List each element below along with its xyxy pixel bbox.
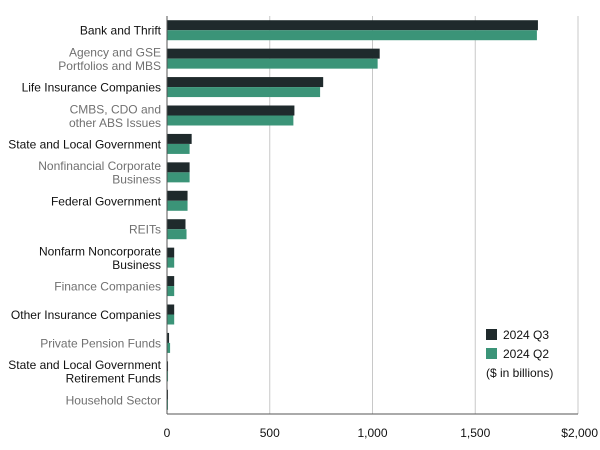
category-label: Finance Companies [54,280,161,294]
bar-q3 [167,77,324,88]
legend-swatch-q2 [486,348,497,359]
bar-q2 [167,58,378,69]
category-label: Federal Government [51,194,162,208]
bar-q2 [167,87,321,98]
x-tick-label: 1,000 [357,426,387,440]
bar-q3 [167,276,175,287]
category-label: Bank and Thrift [80,24,162,38]
category-label: Life Insurance Companies [22,81,161,95]
category-label: Business [112,258,161,272]
bar-q2 [167,257,175,268]
category-label: Portfolios and MBS [58,59,161,73]
bar-q3 [167,162,190,173]
category-label: Private Pension Funds [40,336,161,350]
bar-q3 [167,105,295,116]
bar-q2 [167,30,537,41]
bar-q3 [167,133,192,144]
legend: 2024 Q3 2024 Q2 ($ in billions) [486,328,553,380]
bar-q2 [167,371,169,382]
x-tick-label: 500 [260,426,280,440]
category-label: REITs [129,223,161,237]
bar-q3 [167,190,188,201]
bar-q2 [167,342,171,353]
category-label: Retirement Funds [66,372,161,386]
bar-q3 [167,48,380,59]
bar-q2 [167,172,190,183]
category-label: other ABS Issues [69,116,161,130]
bar-q3 [167,361,169,372]
x-tick-labels: 0 500 1,000 1,500 $2,000 [164,426,599,440]
x-tick-label: 1,500 [460,426,490,440]
category-label: Agency and GSE [69,45,161,59]
x-tick-label: 0 [164,426,171,440]
bar-q2 [167,314,175,325]
grid-lines [269,16,579,414]
bar-q2 [167,286,175,297]
bars [167,20,538,410]
category-label: Other Insurance Companies [11,308,161,322]
category-labels: Bank and Thrift Agency and GSEPortfolios … [8,24,161,408]
legend-swatch-q3 [486,329,497,340]
x-tick-label: $2,000 [561,426,598,440]
bar-q3 [167,247,175,258]
category-label: Household Sector [66,393,161,407]
bar-q3 [167,219,186,230]
category-label: Nonfinancial Corporate [38,159,161,173]
legend-note: ($ in billions) [486,366,553,380]
bar-q2 [167,229,187,240]
category-label: Nonfarm Noncorporate [39,244,161,258]
bar-q2 [167,200,188,211]
legend-label-q3: 2024 Q3 [503,328,549,342]
bar-q3 [167,332,170,343]
bar-q2 [167,115,294,126]
category-label: State and Local Government [8,137,161,151]
bar-q3 [167,304,175,315]
category-label: Business [112,173,161,187]
category-label: State and Local Government [8,358,161,372]
category-label: CMBS, CDO and [70,102,161,116]
bar-q2 [167,143,190,154]
legend-label-q2: 2024 Q2 [503,347,549,361]
bar-q3 [167,20,538,31]
